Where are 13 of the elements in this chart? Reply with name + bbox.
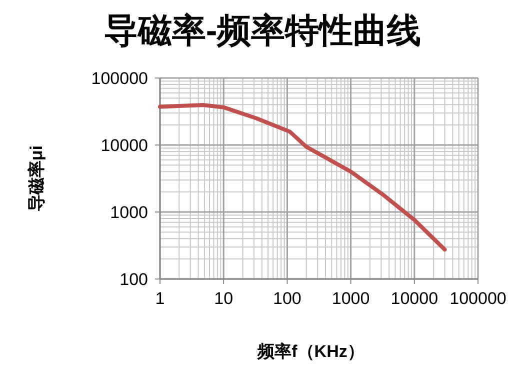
y-tick-label: 100000 [91,69,148,88]
x-tick-label: 100 [273,289,302,308]
chart-title: 导磁率-频率特性曲线 [104,12,422,50]
x-tick-label: 10000 [390,289,438,308]
y-tick-label: 1000 [110,203,148,222]
y-tick-label: 100 [120,270,148,289]
y-tick-label: 10000 [100,136,148,155]
x-axis-title: 频率f（KHz） [256,342,364,361]
x-tick-label: 1000 [332,289,370,308]
y-axis-title: 导磁率μi [27,145,46,212]
x-tick-label: 10 [214,289,234,308]
x-tick-label: 100000 [450,289,506,308]
x-tick-label: 1 [155,289,165,308]
